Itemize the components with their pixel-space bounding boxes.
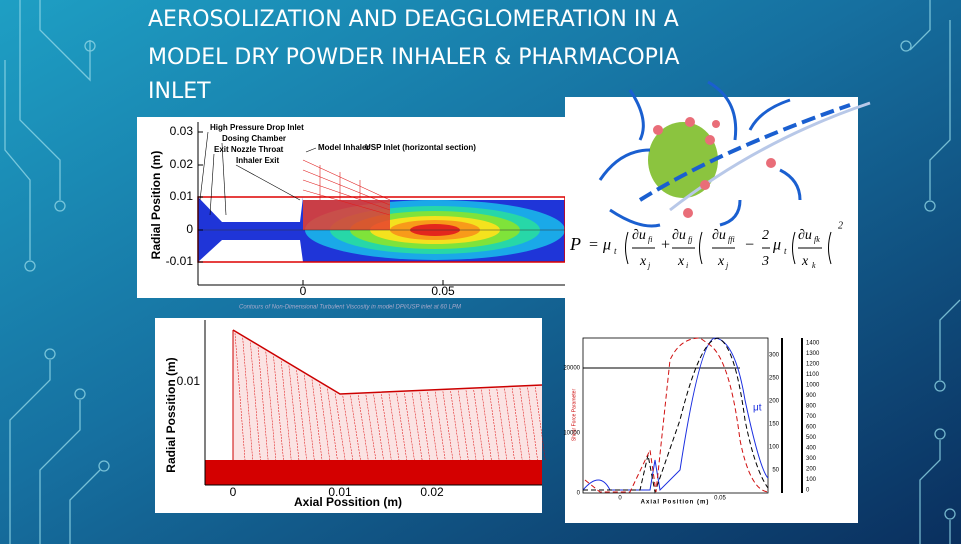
y2-tick-label: 100 bbox=[769, 445, 780, 451]
equation-part: fk bbox=[814, 235, 820, 244]
equation-part: ∂u bbox=[712, 228, 726, 243]
y3-tick-label: 1400 bbox=[806, 341, 820, 347]
y2-tick-label: 50 bbox=[772, 468, 779, 474]
annotation: USP Inlet (horizontal section) bbox=[365, 143, 476, 152]
equation-part: + bbox=[660, 237, 671, 254]
y-tick-label: -0.01 bbox=[166, 254, 194, 268]
y3-tick-label: 1000 bbox=[806, 383, 820, 389]
equation-part: μ bbox=[602, 237, 611, 254]
y-tick-label: 0.01 bbox=[170, 189, 194, 203]
y-tick-label: 0.02 bbox=[170, 157, 194, 171]
equation-part: P bbox=[569, 234, 581, 254]
equation-part: k bbox=[812, 261, 816, 270]
axis-label: Axial Position (m) bbox=[641, 500, 710, 506]
equation-part: x bbox=[717, 254, 725, 269]
y3-tick-label: 1300 bbox=[806, 351, 820, 357]
y3-tick-label: 800 bbox=[806, 404, 817, 410]
y3-tick-label: 100 bbox=[806, 477, 817, 483]
x-tick-label: 0 bbox=[230, 485, 237, 499]
caption: Contours of Non-Dimensional Turbulent Vi… bbox=[239, 305, 461, 311]
title-line: INLET bbox=[148, 79, 211, 104]
axis-label: Radial Position (m) bbox=[149, 151, 163, 260]
equation-part: ∂u bbox=[798, 228, 812, 243]
equation-part: ∂u bbox=[672, 228, 686, 243]
x-tick-label: 0.01 bbox=[328, 485, 352, 499]
x-tick-label: 0.05 bbox=[431, 284, 455, 298]
y-tick-label: 0 bbox=[186, 222, 193, 236]
annotation: Exit Nozzle Throat bbox=[214, 145, 284, 154]
equation-part: μ bbox=[772, 237, 781, 254]
y3-tick-label: 1200 bbox=[806, 362, 820, 368]
series-label: μt bbox=[753, 403, 762, 414]
y3-tick-label: 200 bbox=[806, 467, 817, 473]
y3-tick-label: 1100 bbox=[806, 372, 820, 378]
annotation: Inhaler Exit bbox=[236, 156, 279, 165]
equation-part: i bbox=[686, 261, 688, 270]
annotation: High Pressure Drop Inlet bbox=[210, 123, 304, 132]
y2-tick-label: 200 bbox=[769, 399, 780, 405]
equation-part: x bbox=[801, 254, 809, 269]
equation-part: 3 bbox=[761, 254, 769, 269]
y3-tick-label: 300 bbox=[806, 456, 817, 462]
y3-tick-label: 400 bbox=[806, 446, 817, 452]
y3-tick-label: 700 bbox=[806, 414, 817, 420]
x-tick-label: 0 bbox=[300, 284, 307, 298]
equation-part: = bbox=[588, 237, 599, 254]
equation-part: fj bbox=[688, 235, 693, 244]
slide: AEROSOLIZATION AND DEAGGLOMERATION IN A … bbox=[0, 0, 961, 544]
y3-tick-label: 500 bbox=[806, 435, 817, 441]
equation-part: x bbox=[677, 254, 685, 269]
y3-tick-label: 900 bbox=[806, 393, 817, 399]
equation-part: ∂u bbox=[632, 228, 646, 243]
y-tick-label: 10000 bbox=[563, 431, 580, 437]
equation-part: x bbox=[639, 254, 647, 269]
equation-part: fi bbox=[648, 235, 652, 244]
y2-tick-label: 150 bbox=[769, 422, 780, 428]
equation-part: 2 bbox=[762, 228, 769, 243]
equation-part: 2 bbox=[838, 220, 843, 231]
x-tick-label: 0.05 bbox=[714, 496, 726, 502]
y3-tick-label: 600 bbox=[806, 425, 817, 431]
y-tick-label: 0.03 bbox=[170, 124, 194, 138]
annotation: Model Inhaler bbox=[318, 143, 370, 152]
y-tick-label: 20000 bbox=[563, 366, 580, 372]
x-tick-label: 0.02 bbox=[420, 485, 444, 499]
equation-part: − bbox=[744, 237, 755, 254]
annotation: Dosing Chamber bbox=[222, 134, 286, 143]
equation-part: ffi bbox=[728, 235, 735, 244]
y-tick-label: 0.01 bbox=[177, 374, 201, 388]
y2-tick-label: 250 bbox=[769, 376, 780, 382]
y2-tick-label: 300 bbox=[769, 353, 780, 359]
title-line: AEROSOLIZATION AND DEAGGLOMERATION IN A bbox=[148, 7, 679, 32]
title-line: MODEL DRY POWDER INHALER & PHARMACOPIA bbox=[148, 45, 680, 70]
